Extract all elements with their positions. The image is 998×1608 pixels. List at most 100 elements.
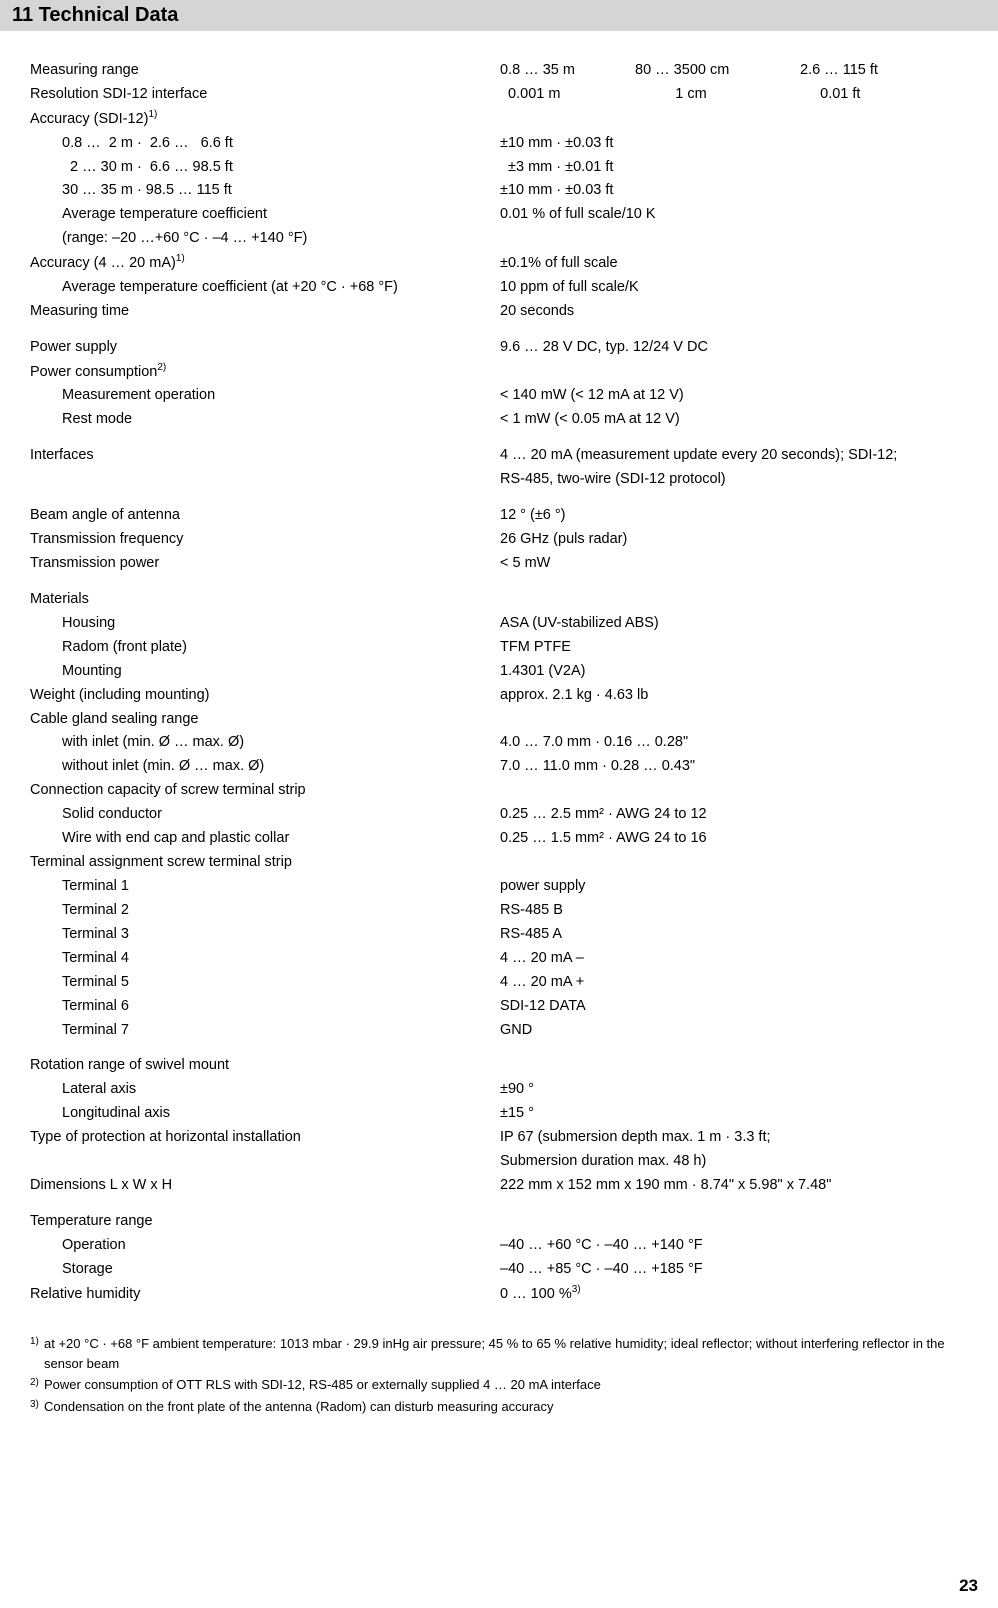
- footnote: 2)Power consumption of OTT RLS with SDI-…: [30, 1375, 968, 1395]
- footnote-number: 1): [30, 1334, 44, 1373]
- footnote: 3)Condensation on the front plate of the…: [30, 1397, 968, 1417]
- spec-value: 12 ° (±6 °): [500, 504, 968, 528]
- spec-label: Power supply: [30, 336, 500, 360]
- spec-label: Type of protection at horizontal install…: [30, 1126, 500, 1150]
- spec-value: –40 … +60 °C · –40 … +140 °F: [500, 1234, 968, 1258]
- footnote-number: 3): [30, 1397, 44, 1417]
- spec-label: Storage: [30, 1258, 500, 1282]
- spec-value: 1 cm: [635, 83, 800, 107]
- spec-label: Lateral axis: [30, 1078, 500, 1102]
- spec-label: Transmission frequency: [30, 528, 500, 552]
- spec-value: < 140 mW (< 12 mA at 12 V): [500, 384, 968, 408]
- spec-value: ±3 mm · ±0.01 ft: [500, 156, 968, 180]
- spec-value: 1.4301 (V2A): [500, 660, 968, 684]
- spec-row: Solid conductor0.25 … 2.5 mm² · AWG 24 t…: [30, 803, 968, 827]
- spec-row: Connection capacity of screw terminal st…: [30, 779, 968, 803]
- spec-row: Average temperature coefficient (at +20 …: [30, 276, 968, 300]
- spec-row: Materials: [30, 588, 968, 612]
- spec-row: Relative humidity 0 … 100 %3): [30, 1282, 968, 1307]
- section-header: 11 Technical Data: [0, 0, 998, 31]
- spec-label: Terminal 3: [30, 923, 500, 947]
- label-text: Power consumption: [30, 364, 157, 380]
- spec-label: Average temperature coefficient: [30, 203, 500, 227]
- spec-value: 80 … 3500 cm: [635, 59, 800, 83]
- footnote-text: Condensation on the front plate of the a…: [44, 1397, 553, 1417]
- spec-value: 10 ppm of full scale/K: [500, 276, 968, 300]
- spec-row: 2 … 30 m · 6.6 … 98.5 ft ±3 mm · ±0.01 f…: [30, 156, 968, 180]
- spec-label: Measuring range: [30, 59, 500, 83]
- spec-row: Rest mode< 1 mW (< 0.05 mA at 12 V): [30, 408, 968, 432]
- spec-value: 20 seconds: [500, 300, 968, 324]
- spec-label: Terminal 7: [30, 1019, 500, 1043]
- spec-value: 2.6 … 115 ft: [800, 59, 968, 83]
- spec-label: Materials: [30, 588, 500, 612]
- spec-row: (range: –20 …+60 °C · –4 … +140 °F): [30, 227, 968, 251]
- spec-row: Dimensions L x W x H 222 mm x 152 mm x 1…: [30, 1174, 968, 1198]
- spec-value: < 5 mW: [500, 552, 968, 576]
- spec-row: Resolution SDI-12 interface 0.001 m 1 cm…: [30, 83, 968, 107]
- spec-row: Interfaces 4 … 20 mA (measurement update…: [30, 444, 968, 468]
- spec-value: ±10 mm · ±0.03 ft: [500, 132, 968, 156]
- spec-row: Longitudinal axis±15 °: [30, 1102, 968, 1126]
- footnote-number: 2): [30, 1375, 44, 1395]
- spec-label: Transmission power: [30, 552, 500, 576]
- spec-value: 0.01 ft: [800, 83, 968, 107]
- spec-row: Cable gland sealing range: [30, 708, 968, 732]
- spec-row: 0.8 … 2 m · 2.6 … 6.6 ft±10 mm · ±0.03 f…: [30, 132, 968, 156]
- spec-row: Beam angle of antenna 12 ° (±6 °): [30, 504, 968, 528]
- spec-label: 30 … 35 m · 98.5 … 115 ft: [30, 179, 500, 203]
- spec-value: RS-485, two-wire (SDI-12 protocol): [500, 468, 968, 492]
- spec-label: Temperature range: [30, 1210, 500, 1234]
- spec-value: 4 … 20 mA +: [500, 971, 968, 995]
- spec-label: Terminal 5: [30, 971, 500, 995]
- spec-label: Operation: [30, 1234, 500, 1258]
- spec-label: Longitudinal axis: [30, 1102, 500, 1126]
- spec-value: 0.001 m: [500, 83, 635, 107]
- spec-label: Terminal assignment screw terminal strip: [30, 851, 500, 875]
- spec-row: Transmission frequency 26 GHz (puls rada…: [30, 528, 968, 552]
- spec-value: TFM PTFE: [500, 636, 968, 660]
- spec-row: Terminal 6SDI-12 DATA: [30, 995, 968, 1019]
- spec-row: Temperature range: [30, 1210, 968, 1234]
- spec-value: 0.8 … 35 m: [500, 59, 635, 83]
- spec-row: Weight (including mounting) approx. 2.1 …: [30, 684, 968, 708]
- spec-label: Cable gland sealing range: [30, 708, 500, 732]
- spec-value: ±0.1% of full scale: [500, 252, 968, 276]
- spec-row: Transmission power < 5 mW: [30, 552, 968, 576]
- spec-value: RS-485 A: [500, 923, 968, 947]
- spec-row: HousingASA (UV-stabilized ABS): [30, 612, 968, 636]
- spec-label: Beam angle of antenna: [30, 504, 500, 528]
- spec-label: Rest mode: [30, 408, 500, 432]
- label-text: Accuracy (4 … 20 mA): [30, 255, 176, 271]
- spec-row: Operation–40 … +60 °C · –40 … +140 °F: [30, 1234, 968, 1258]
- spec-row: 30 … 35 m · 98.5 … 115 ft±10 mm · ±0.03 …: [30, 179, 968, 203]
- spec-value: 0.25 … 2.5 mm² · AWG 24 to 12: [500, 803, 968, 827]
- spec-value: ±15 °: [500, 1102, 968, 1126]
- technical-data-content: Measuring range 0.8 … 35 m 80 … 3500 cm …: [0, 59, 998, 1416]
- spec-label: without inlet (min. Ø … max. Ø): [30, 755, 500, 779]
- spec-label: Measuring time: [30, 300, 500, 324]
- spec-label: Power consumption2): [30, 360, 500, 385]
- spec-row: Average temperature coefficient0.01 % of…: [30, 203, 968, 227]
- spec-row: Measuring range 0.8 … 35 m 80 … 3500 cm …: [30, 59, 968, 83]
- spec-label: Terminal 4: [30, 947, 500, 971]
- spec-label: Average temperature coefficient (at +20 …: [30, 276, 500, 300]
- spec-label: Radom (front plate): [30, 636, 500, 660]
- spec-row: Terminal 7GND: [30, 1019, 968, 1043]
- spec-row: Type of protection at horizontal install…: [30, 1126, 968, 1150]
- spec-value: 7.0 … 11.0 mm · 0.28 … 0.43": [500, 755, 968, 779]
- spec-label: 0.8 … 2 m · 2.6 … 6.6 ft: [30, 132, 500, 156]
- spec-label: (range: –20 …+60 °C · –4 … +140 °F): [30, 227, 500, 251]
- spec-value: 0.01 % of full scale/10 K: [500, 203, 968, 227]
- spec-row: Measurement operation< 140 mW (< 12 mA a…: [30, 384, 968, 408]
- spec-row: Accuracy (4 … 20 mA)1) ±0.1% of full sca…: [30, 251, 968, 276]
- spec-value: SDI-12 DATA: [500, 995, 968, 1019]
- spec-label: Terminal 2: [30, 899, 500, 923]
- spec-row: Storage–40 … +85 °C · –40 … +185 °F: [30, 1258, 968, 1282]
- spec-value: 4 … 20 mA (measurement update every 20 s…: [500, 444, 968, 468]
- spec-row: Terminal 44 … 20 mA –: [30, 947, 968, 971]
- spec-label: Terminal 6: [30, 995, 500, 1019]
- spec-label: 2 … 30 m · 6.6 … 98.5 ft: [30, 156, 500, 180]
- spec-row: Rotation range of swivel mount: [30, 1054, 968, 1078]
- spec-label: with inlet (min. Ø … max. Ø): [30, 731, 500, 755]
